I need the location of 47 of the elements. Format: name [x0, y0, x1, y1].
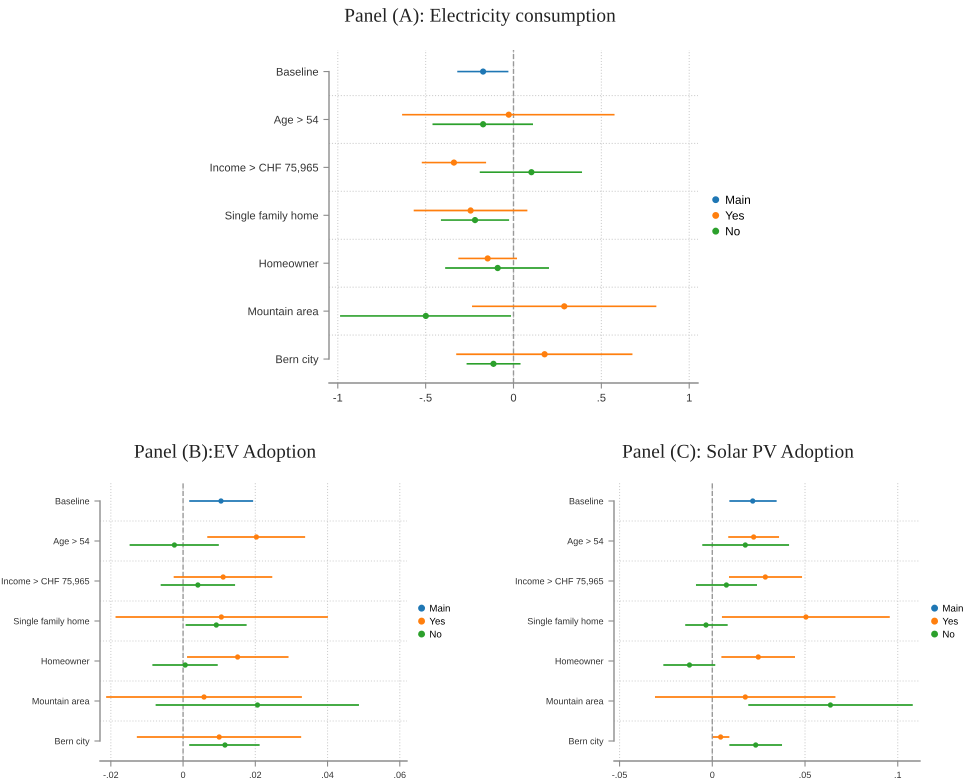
y-tick-label: Homeowner: [556, 658, 604, 664]
x-tick-label: -.02: [103, 772, 118, 778]
y-tick-label: Income > CHF 75,965: [516, 578, 604, 586]
y-tick-label: Homeowner: [260, 260, 318, 268]
y-tick-label: Age > 54: [274, 116, 318, 126]
chart-title: Panel (B):EV Adoption: [134, 444, 316, 462]
y-tick-label: Age > 54: [53, 538, 90, 546]
x-tick-label: -.05: [612, 772, 627, 778]
y-tick-label: Income > CHF 75,965: [2, 578, 90, 586]
y-tick-label: Mountain area: [248, 307, 319, 316]
x-tick-label: 0: [710, 772, 714, 778]
y-tick-label: Baseline: [570, 498, 604, 504]
x-tick-label: .5: [598, 394, 606, 402]
legend-label: Yes: [942, 618, 958, 625]
legend-label: No: [430, 630, 442, 638]
y-tick-label: Bern city: [55, 738, 90, 746]
y-tick-label: Single family home: [14, 618, 90, 626]
y-tick-label: Baseline: [56, 498, 90, 504]
y-tick-label: Age > 54: [567, 538, 604, 546]
x-tick-label: .04: [322, 772, 334, 778]
x-tick-label: 1: [686, 394, 692, 402]
x-tick-label: 0: [180, 772, 186, 778]
legend-label: No: [726, 227, 740, 236]
y-tick-label: Income > CHF 75,965: [210, 164, 318, 173]
x-tick-label: .06: [394, 772, 406, 778]
y-tick-label: Mountain area: [32, 698, 90, 704]
chart-title: Panel (A): Electricity consumption: [344, 8, 616, 26]
y-tick-label: Bern city: [276, 355, 319, 366]
x-tick-label: -.5: [420, 394, 432, 402]
x-tick-label: 0: [510, 394, 516, 402]
y-tick-label: Baseline: [276, 68, 318, 76]
y-tick-label: Single family home: [225, 211, 318, 222]
legend-label: Main: [430, 604, 450, 612]
legend-label: Yes: [430, 618, 445, 625]
legend-label: Main: [726, 195, 750, 204]
legend-label: Main: [943, 604, 963, 612]
x-tick-label: -1: [333, 394, 342, 402]
y-tick-label: Homeowner: [42, 658, 90, 664]
x-tick-label: .1: [894, 772, 902, 778]
x-tick-label: .05: [800, 772, 811, 778]
legend-label: No: [943, 630, 954, 638]
legend-label: Yes: [725, 211, 744, 220]
chart-title: Panel (C): Solar PV Adoption: [622, 444, 854, 462]
y-tick-label: Single family home: [528, 618, 604, 626]
y-tick-label: Mountain area: [546, 698, 604, 704]
x-tick-label: .02: [250, 772, 262, 778]
y-tick-label: Bern city: [569, 738, 604, 746]
